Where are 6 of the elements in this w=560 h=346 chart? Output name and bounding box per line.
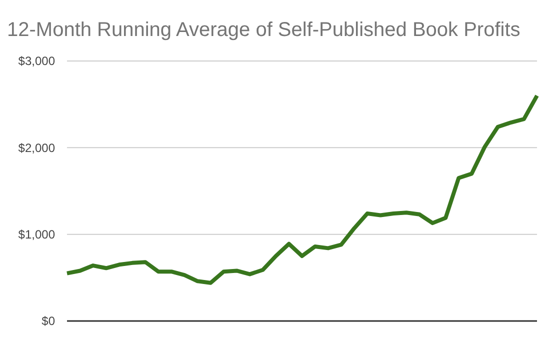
- y-tick-label: $2,000: [18, 140, 56, 155]
- line-series: [65, 94, 539, 285]
- y-tick-label: $0: [42, 314, 56, 328]
- y-tick-label: $1,000: [18, 228, 56, 242]
- chart-title: 12-Month Running Average of Self-Published Book Profits: [7, 19, 520, 41]
- y-tick-label: $3,000: [18, 54, 56, 68]
